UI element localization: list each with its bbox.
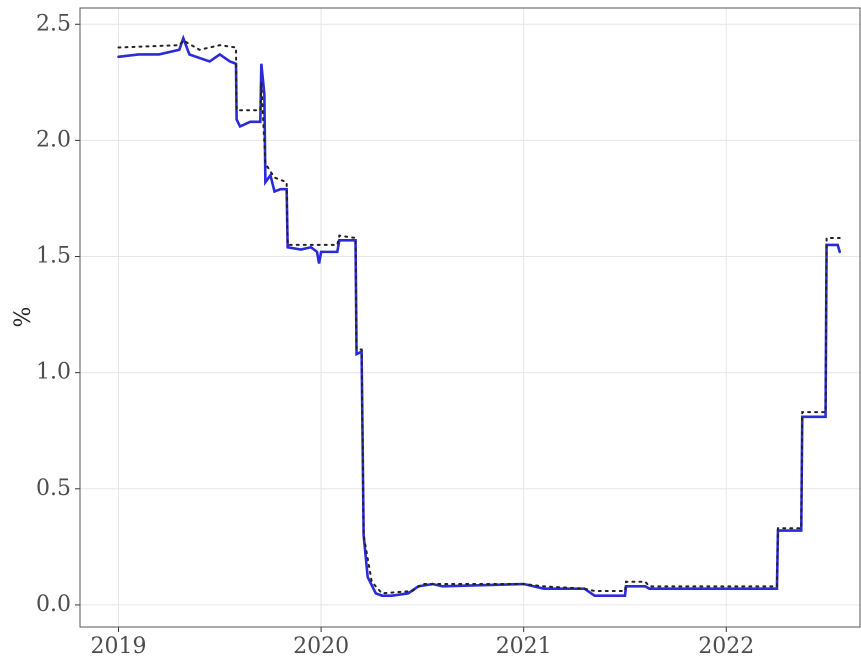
x-tick-label: 2019 <box>90 634 146 659</box>
plot-border <box>79 7 861 628</box>
series-line <box>117 34 842 597</box>
y-tick-label: 1.5 <box>36 244 71 269</box>
y-tick-label: 2.0 <box>36 127 71 152</box>
series-line <box>117 39 841 595</box>
y-tick-label: 0.0 <box>36 592 71 617</box>
x-tick-label: 2020 <box>293 634 349 659</box>
y-axis-label: % <box>11 307 36 328</box>
x-tick-label: 2022 <box>698 634 754 659</box>
y-tick-label: 2.5 <box>36 11 71 36</box>
y-tick-label: 1.0 <box>36 360 71 385</box>
x-tick-label: 2021 <box>496 634 552 659</box>
y-tick-label: 0.5 <box>36 476 71 501</box>
